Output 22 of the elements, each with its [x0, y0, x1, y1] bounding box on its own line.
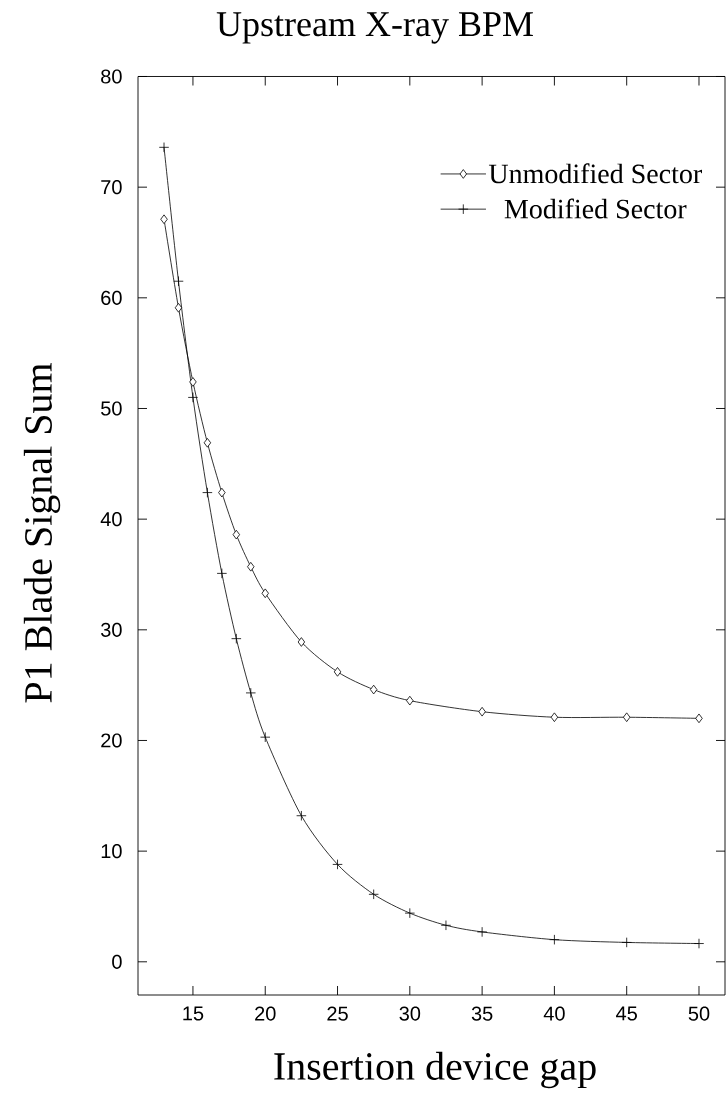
chart-title: Upstream X-ray BPM: [216, 12, 533, 44]
x-tick-label: 15: [183, 1006, 204, 1021]
legend-label: Unmodified Sector: [488, 163, 702, 184]
y-tick-label: 60: [101, 290, 122, 305]
x-tick-label: 25: [327, 1006, 348, 1021]
x-axis-title: Insertion device gap: [274, 1051, 596, 1089]
x-tick-label: 35: [471, 1006, 493, 1021]
y-tick-label: 50: [101, 401, 122, 416]
x-tick-label: 20: [255, 1006, 276, 1021]
y-tick-label: 0: [112, 954, 122, 969]
x-tick-label: 40: [543, 1006, 565, 1021]
legend-label: Modified Sector: [504, 198, 687, 219]
x-tick-label: 30: [399, 1006, 421, 1021]
y-tick-label: 20: [101, 733, 122, 748]
x-tick-label: 50: [688, 1006, 710, 1021]
y-tick-label: 30: [101, 622, 122, 637]
y-tick-label: 10: [101, 844, 122, 859]
x-tick-label: 45: [616, 1006, 637, 1021]
y-tick-label: 40: [100, 512, 122, 527]
y-tick-label: 80: [101, 69, 122, 84]
y-axis-title: P1 Blade Signal Sum: [23, 363, 61, 703]
y-tick-label: 70: [101, 180, 122, 195]
